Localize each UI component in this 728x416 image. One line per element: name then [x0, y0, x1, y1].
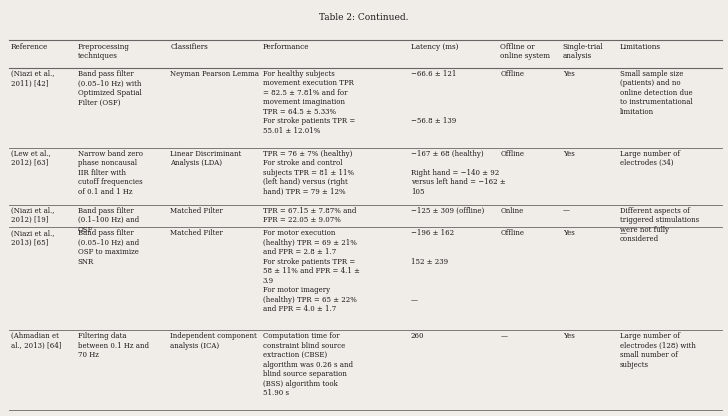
Text: Preprocessing
techniques: Preprocessing techniques — [78, 43, 130, 60]
Text: —: — — [500, 332, 507, 340]
Text: −196 ± 162


152 ± 239



—: −196 ± 162 152 ± 239 — — [411, 230, 454, 304]
Text: −125 ± 309 (offline): −125 ± 309 (offline) — [411, 207, 484, 215]
Text: TPR = 67.15 ± 7.87% and
FPR = 22.05 ± 9.07%: TPR = 67.15 ± 7.87% and FPR = 22.05 ± 9.… — [263, 207, 356, 224]
Text: (Niazi et al.,
2012) [19]: (Niazi et al., 2012) [19] — [11, 207, 55, 224]
Text: Computation time for
constraint blind source
extraction (CBSE)
algorithm was 0.2: Computation time for constraint blind so… — [263, 332, 353, 397]
Text: Offline or
online system: Offline or online system — [500, 43, 550, 60]
Text: Linear Discriminant
Analysis (LDA): Linear Discriminant Analysis (LDA) — [170, 150, 242, 167]
Text: Latency (ms): Latency (ms) — [411, 43, 459, 51]
Text: Large number of
electrodes (128) with
small number of
subjects: Large number of electrodes (128) with sm… — [620, 332, 695, 369]
Text: —: — — [620, 230, 627, 238]
Text: Small sample size
(patients) and no
online detection due
to instrumentational
li: Small sample size (patients) and no onli… — [620, 70, 692, 116]
Text: For motor execution
(healthy) TPR = 69 ± 21%
and FPR = 2.8 ± 1.7
For stroke pati: For motor execution (healthy) TPR = 69 ±… — [263, 230, 360, 314]
Text: Different aspects of
triggered stimulations
were not fully
considered: Different aspects of triggered stimulati… — [620, 207, 699, 243]
Text: −167 ± 68 (healthy)

Right hand = −140 ± 92
versus left hand = −162 ±
105: −167 ± 68 (healthy) Right hand = −140 ± … — [411, 150, 505, 196]
Text: Yes: Yes — [563, 332, 574, 340]
Text: Offline: Offline — [500, 70, 524, 78]
Text: Online: Online — [500, 207, 523, 215]
Text: Band pass filter
(0.05–10 Hz) with
Optimized Spatial
Filter (OSF): Band pass filter (0.05–10 Hz) with Optim… — [78, 70, 141, 106]
Text: (Niazi et al.,
2011) [42]: (Niazi et al., 2011) [42] — [11, 70, 55, 87]
Text: Band pass filter
(0.05–10 Hz) and
OSF to maximize
SNR: Band pass filter (0.05–10 Hz) and OSF to… — [78, 230, 139, 266]
Text: Narrow band zero
phase noncausal
IIR filter with
cutoff frequencies
of 0.1 and 1: Narrow band zero phase noncausal IIR fil… — [78, 150, 143, 196]
Text: Table 2: Continued.: Table 2: Continued. — [320, 13, 408, 22]
Text: Band pass filter
(0.1–100 Hz) and
OSF: Band pass filter (0.1–100 Hz) and OSF — [78, 207, 139, 234]
Text: Matched Filter: Matched Filter — [170, 207, 223, 215]
Text: Single-trial
analysis: Single-trial analysis — [563, 43, 604, 60]
Text: Limitations: Limitations — [620, 43, 660, 51]
Text: (Ahmadian et
al., 2013) [64]: (Ahmadian et al., 2013) [64] — [11, 332, 61, 349]
Text: (Lew et al.,
2012) [63]: (Lew et al., 2012) [63] — [11, 150, 51, 167]
Text: Yes: Yes — [563, 230, 574, 238]
Text: Independent component
analysis (ICA): Independent component analysis (ICA) — [170, 332, 257, 349]
Text: Large number of
electrodes (34): Large number of electrodes (34) — [620, 150, 680, 167]
Text: Classifiers: Classifiers — [170, 43, 208, 51]
Text: −66.6 ± 121




−56.8 ± 139: −66.6 ± 121 −56.8 ± 139 — [411, 70, 456, 125]
Text: Offline: Offline — [500, 150, 524, 158]
Text: Neyman Pearson Lemma: Neyman Pearson Lemma — [170, 70, 259, 78]
Text: —: — — [563, 207, 570, 215]
Text: Reference: Reference — [11, 43, 48, 51]
Text: Filtering data
between 0.1 Hz and
70 Hz: Filtering data between 0.1 Hz and 70 Hz — [78, 332, 149, 359]
Text: (Niazi et al.,
2013) [65]: (Niazi et al., 2013) [65] — [11, 230, 55, 247]
Text: Offline: Offline — [500, 230, 524, 238]
Text: Performance: Performance — [263, 43, 309, 51]
Text: For healthy subjects
movement execution TPR
= 82.5 ± 7.81% and for
movement imag: For healthy subjects movement execution … — [263, 70, 355, 135]
Text: Yes: Yes — [563, 150, 574, 158]
Text: Yes: Yes — [563, 70, 574, 78]
Text: 260: 260 — [411, 332, 424, 340]
Text: TPR = 76 ± 7% (healthy)
For stroke and control
subjects TPR = 81 ± 11%
(left han: TPR = 76 ± 7% (healthy) For stroke and c… — [263, 150, 354, 196]
Text: Matched Filter: Matched Filter — [170, 230, 223, 238]
